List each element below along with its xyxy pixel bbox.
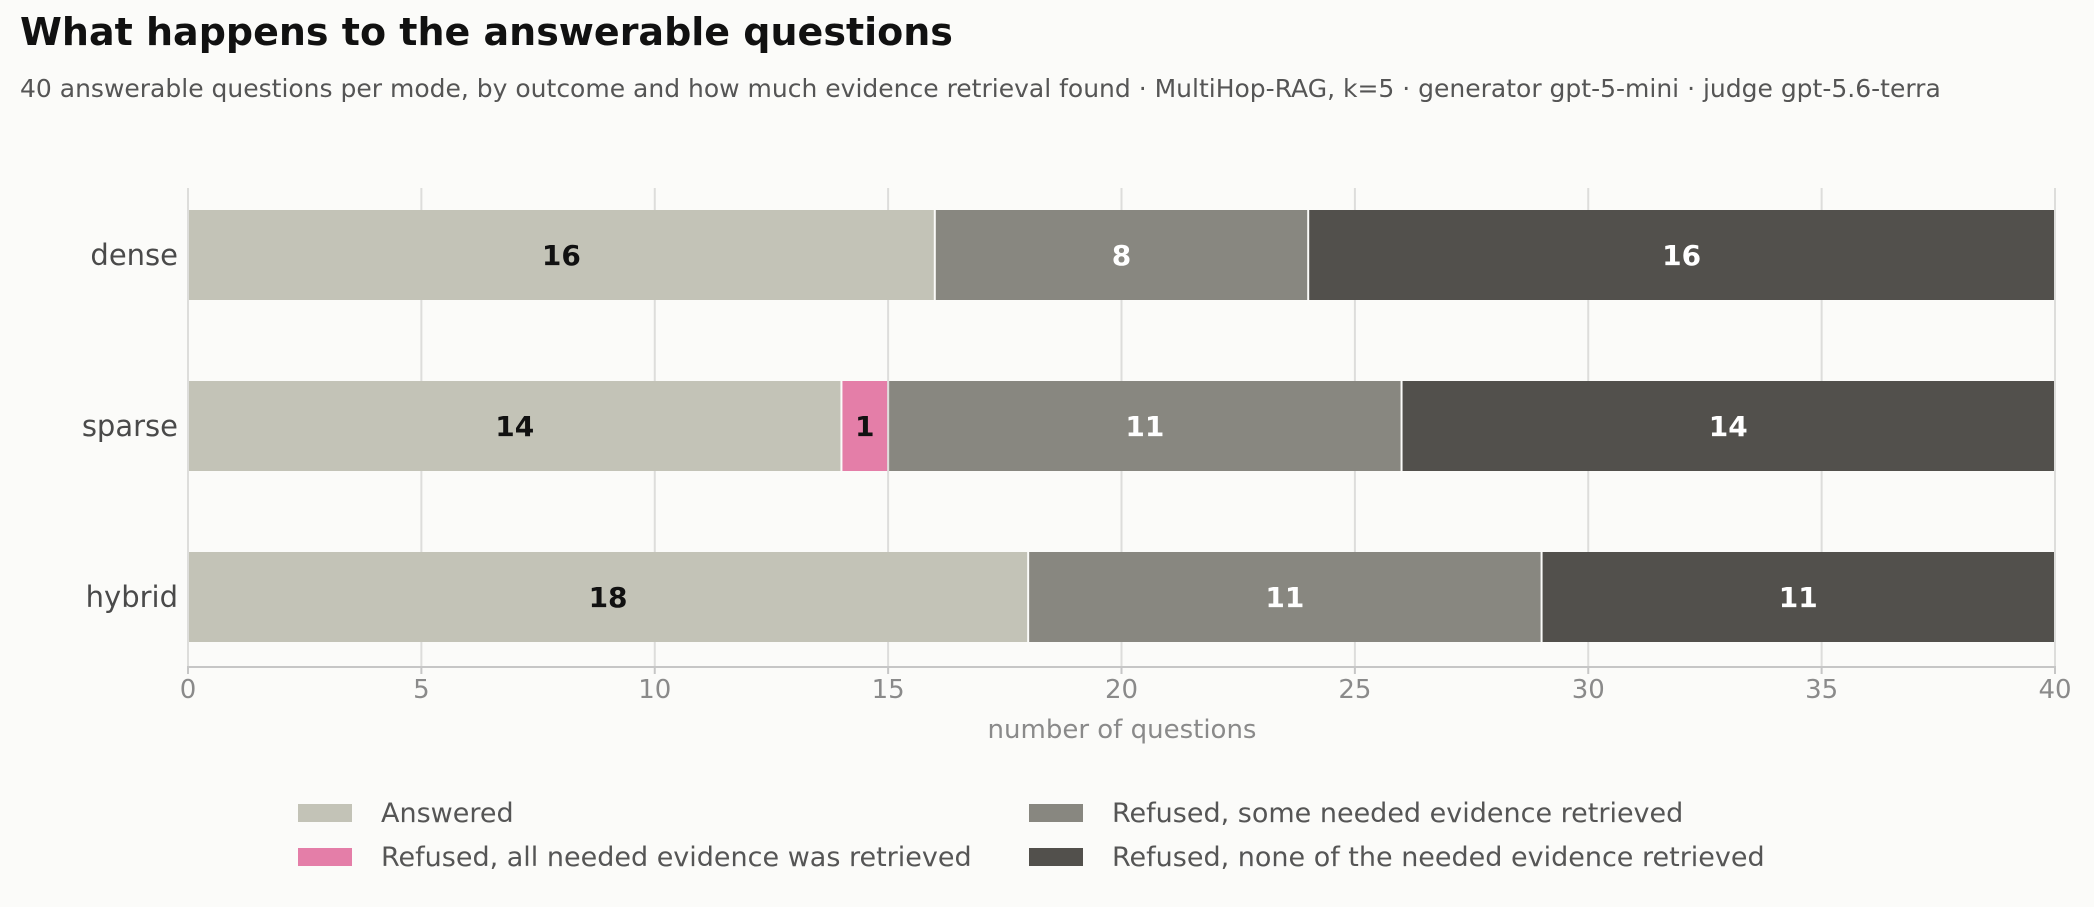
legend-swatch bbox=[1029, 804, 1083, 822]
x-axis-title: number of questions bbox=[988, 715, 1257, 745]
chart-subtitle: 40 answerable questions per mode, by out… bbox=[20, 74, 1941, 103]
data-label: 16 bbox=[1662, 239, 1701, 272]
bar-segment bbox=[1542, 552, 2054, 642]
category-labels: dense sparse hybrid bbox=[82, 238, 178, 614]
data-label: 11 bbox=[1125, 410, 1164, 443]
legend-label: Refused, some needed evidence retrieved bbox=[1112, 798, 1683, 829]
x-tick-label: 10 bbox=[638, 675, 671, 705]
data-label: 11 bbox=[1265, 581, 1304, 614]
data-label: 14 bbox=[1709, 410, 1748, 443]
category-label: sparse bbox=[82, 409, 178, 443]
x-tick-label: 40 bbox=[2038, 675, 2071, 705]
data-label: 1 bbox=[855, 410, 874, 443]
bar-segment bbox=[189, 210, 934, 300]
bar-segment bbox=[889, 381, 1401, 471]
legend-swatch bbox=[1029, 848, 1083, 866]
bar-segment bbox=[1029, 552, 1541, 642]
bar-segment bbox=[1309, 210, 2054, 300]
x-tick-label: 25 bbox=[1338, 675, 1371, 705]
x-tick-label: 20 bbox=[1105, 675, 1138, 705]
category-label: hybrid bbox=[86, 580, 178, 614]
legend-label: Answered bbox=[381, 798, 514, 829]
data-label: 8 bbox=[1112, 239, 1131, 272]
legend-label: Refused, none of the needed evidence ret… bbox=[1112, 842, 1765, 873]
bar-segment bbox=[842, 381, 888, 471]
data-label: 18 bbox=[589, 581, 628, 614]
legend-swatch bbox=[298, 848, 352, 866]
data-label: 11 bbox=[1779, 581, 1818, 614]
legend-swatch bbox=[298, 804, 352, 822]
x-tick-label: 30 bbox=[1572, 675, 1605, 705]
category-label: dense bbox=[90, 238, 178, 272]
bar-segment bbox=[189, 552, 1028, 642]
bar-segment bbox=[1402, 381, 2054, 471]
x-tick-label: 5 bbox=[413, 675, 430, 705]
legend: Answered Refused, all needed evidence was… bbox=[298, 798, 1765, 873]
bar-segment bbox=[189, 381, 841, 471]
data-label: 16 bbox=[542, 239, 581, 272]
x-tick-label: 0 bbox=[180, 675, 197, 705]
chart-title: What happens to the answerable questions bbox=[20, 10, 953, 54]
x-tick-label: 35 bbox=[1805, 675, 1838, 705]
x-tick-label: 15 bbox=[872, 675, 905, 705]
data-label: 14 bbox=[495, 410, 534, 443]
x-axis: 0 5 10 15 20 25 30 35 40 bbox=[180, 666, 2072, 705]
legend-label: Refused, all needed evidence was retriev… bbox=[381, 842, 972, 873]
bar-segment bbox=[935, 210, 1308, 300]
